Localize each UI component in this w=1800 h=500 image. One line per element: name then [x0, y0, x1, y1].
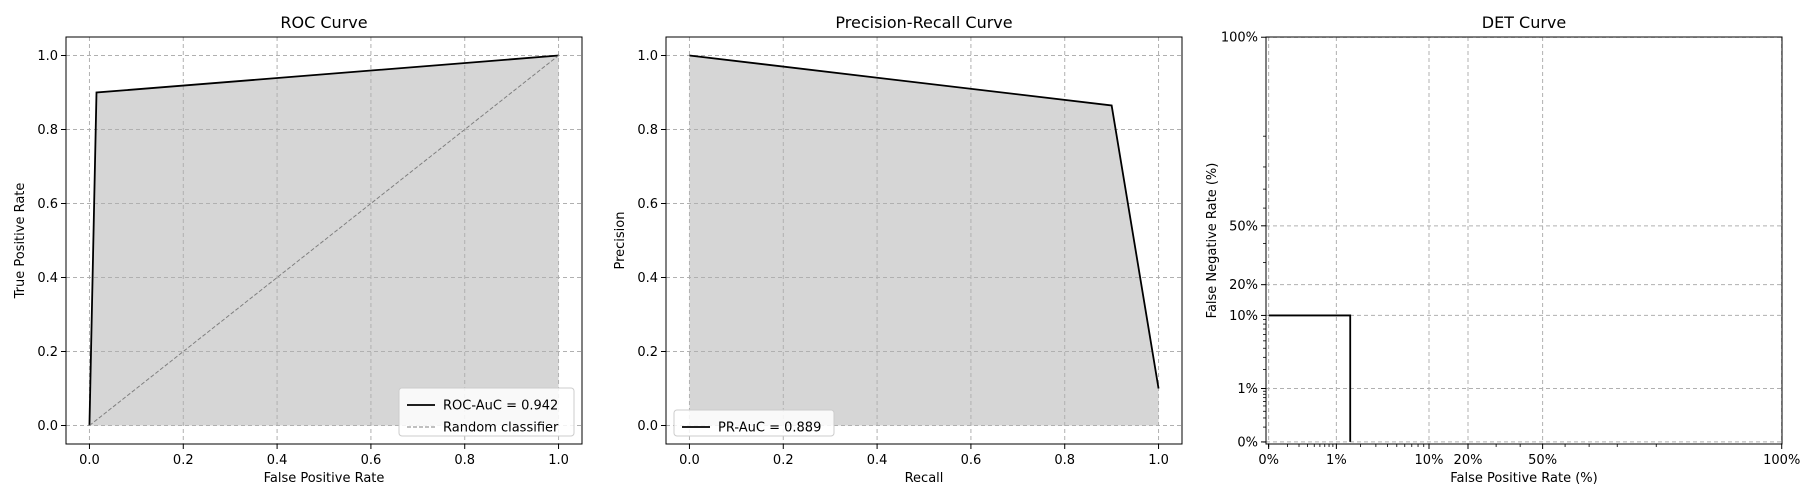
chart-panel-3: 0% 1% 10% 20% 50% 100% 0% 1% 10% 20% 50% 100% DET Cu… [1205, 13, 1800, 486]
axes-frame [65, 36, 583, 445]
legend: PR-AuC = 0.889 [673, 409, 835, 437]
y-tick-label: 1.0 [637, 49, 658, 64]
y-axis-label: Precision [613, 211, 628, 269]
area-fill [89, 55, 559, 426]
x-tick-label: 10% [1415, 453, 1444, 468]
x-tick-label: 0.8 [454, 453, 475, 468]
x-tick-label: 0.8 [1054, 453, 1075, 468]
y-tick-label: 0.4 [637, 271, 658, 286]
y-tick-label: 0.6 [637, 197, 658, 212]
area-fill [689, 55, 1159, 426]
y-tick-label: 0.2 [37, 345, 58, 360]
x-tick-label: 0.6 [961, 453, 982, 468]
y-tick-label: 0.8 [637, 123, 658, 138]
x-tick-label: 20% [1454, 453, 1483, 468]
x-tick-label: 0.2 [773, 453, 794, 468]
x-axis-label: Recall [905, 471, 944, 486]
y-tick-label: 0.0 [637, 419, 658, 434]
legend-label: ROC-AuC = 0.942 [443, 399, 558, 414]
chart-panel-1: 0.0 0.2 0.4 0.6 0.8 1.0 0.0 0.2 0.4 0.6 0.8 1.0 ROC … [13, 13, 583, 486]
legend-label: Random classifier [443, 421, 559, 436]
series-line-2 [89, 55, 559, 426]
chart-panel-2: 0.0 0.2 0.4 0.6 0.8 1.0 0.0 0.2 0.4 0.6 0.8 1.0 Prec… [613, 13, 1183, 486]
y-tick-label: 0.8 [37, 123, 58, 138]
x-tick-label: 0.0 [79, 453, 100, 468]
x-tick-label: 0.4 [267, 453, 288, 468]
y-tick-label: 0.0 [37, 419, 58, 434]
x-tick-label: 1.0 [1148, 453, 1169, 468]
y-tick-label: 50% [1229, 219, 1258, 234]
series-line-1 [88, 54, 559, 426]
x-tick-label: 1% [1326, 453, 1347, 468]
chart-title: Precision-Recall Curve [835, 13, 1012, 32]
y-tick-label: 10% [1229, 309, 1258, 324]
x-axis-label: False Positive Rate (%) [1450, 471, 1597, 486]
x-tick-label: 1.0 [548, 453, 569, 468]
x-tick-label: 0.0 [679, 453, 700, 468]
x-tick-label: 0.6 [361, 453, 382, 468]
y-tick-label: 100% [1221, 31, 1258, 46]
series-line-1 [689, 54, 1160, 389]
legend-box [398, 387, 575, 437]
y-axis-label: True Positive Rate [13, 183, 28, 300]
y-tick-label: 0.6 [37, 197, 58, 212]
x-tick-label: 100% [1763, 453, 1800, 468]
axes-frame [1265, 36, 1783, 445]
y-tick-label: 0.4 [37, 271, 58, 286]
axes-frame [665, 36, 1183, 445]
x-tick-label: 0.4 [867, 453, 888, 468]
legend-label: PR-AuC = 0.889 [718, 421, 821, 436]
chart-title: ROC Curve [280, 13, 367, 32]
x-axis-label: False Positive Rate [264, 471, 385, 486]
y-tick-label: 20% [1229, 278, 1258, 293]
legend-box [673, 409, 835, 437]
x-tick-label: 0.2 [173, 453, 194, 468]
y-tick-label: 0% [1237, 435, 1258, 450]
y-tick-label: 1.0 [37, 49, 58, 64]
x-tick-label: 50% [1528, 453, 1557, 468]
x-tick-label: 0% [1258, 453, 1279, 468]
y-axis-label: False Negative Rate (%) [1205, 163, 1220, 319]
chart-title: DET Curve [1482, 13, 1567, 32]
y-tick-label: 1% [1237, 382, 1258, 397]
series-line-1 [1268, 314, 1352, 442]
y-tick-label: 0.2 [637, 345, 658, 360]
legend: ROC-AuC = 0.942 Random classifier [398, 387, 575, 437]
